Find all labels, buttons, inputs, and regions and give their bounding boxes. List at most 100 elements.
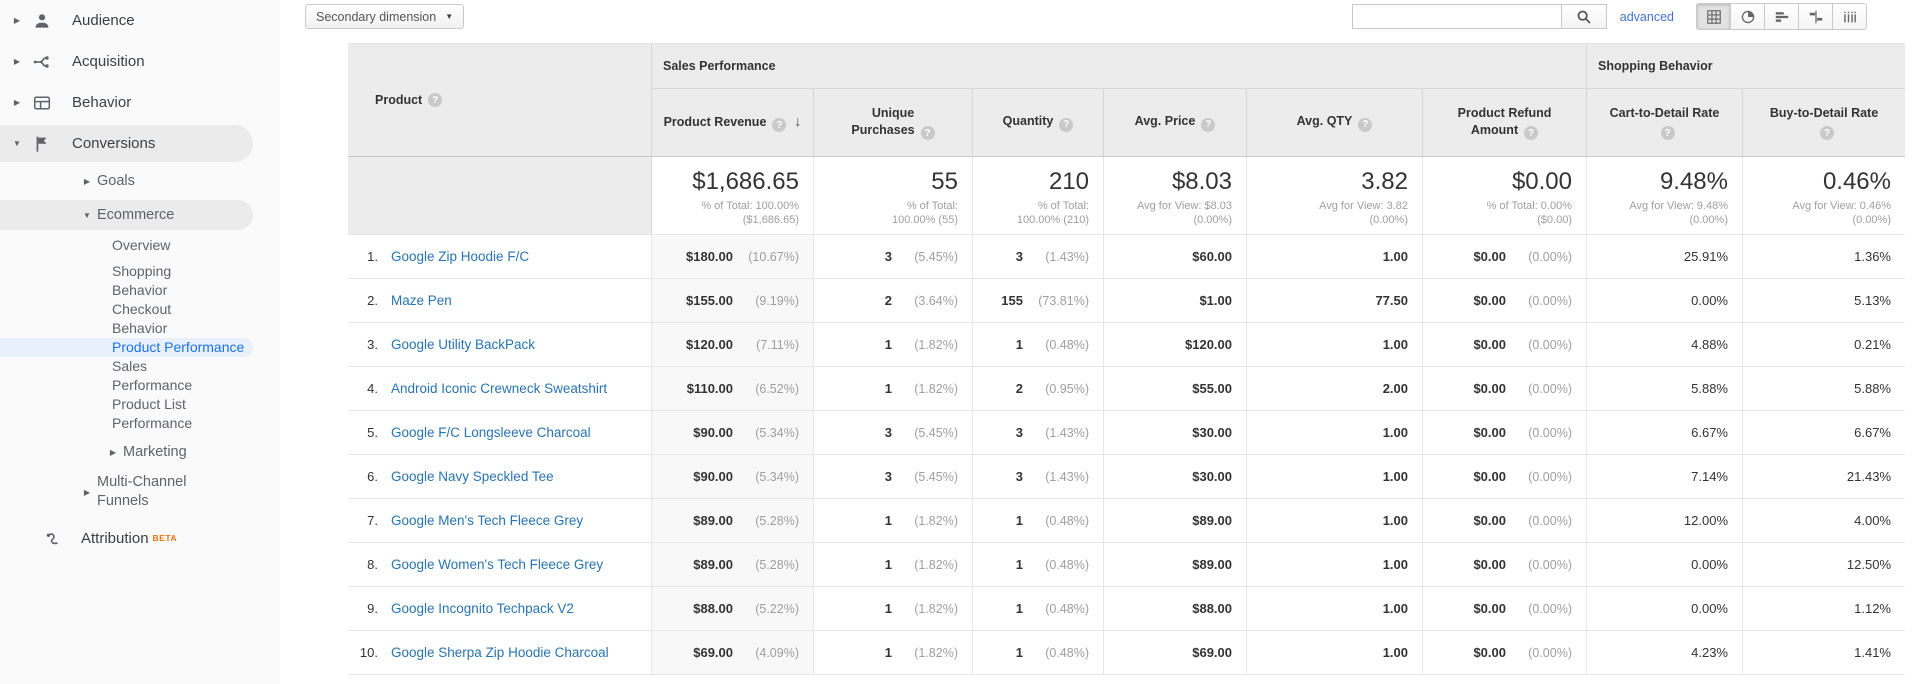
product-link[interactable]: Google Navy Speckled Tee xyxy=(391,469,554,484)
totals-quantity: 210 % of Total: 100.00% (210) xyxy=(973,157,1104,234)
product-link[interactable]: Google Women's Tech Fleece Grey xyxy=(391,557,604,572)
table-row: 6. Google Navy Speckled Tee $90.00 (5.34%)… xyxy=(348,455,1905,499)
sidebar-item-goals[interactable]: ▶ Goals xyxy=(0,164,280,198)
help-icon[interactable]: ? xyxy=(1524,126,1539,141)
product-link[interactable]: Android Iconic Crewneck Sweatshirt xyxy=(391,381,608,396)
chevron-down-icon: ▼ xyxy=(445,12,454,21)
report-nav-sidebar: ▶ Audience ▶ Acquisition ▶ Behavior ▼ Co… xyxy=(0,0,280,684)
view-toggle-group xyxy=(1696,3,1867,30)
totals-refund: $0.00 % of Total: 0.00% ($0.00) xyxy=(1423,157,1587,234)
sidebar-item-overview[interactable]: Overview xyxy=(112,237,171,253)
row-rank: 8. xyxy=(367,557,378,572)
secondary-dimension-label: Secondary dimension xyxy=(316,9,437,24)
expand-down-icon[interactable]: ▼ xyxy=(13,139,21,148)
search-icon xyxy=(1576,9,1592,25)
product-link[interactable]: Google Sherpa Zip Hoodie Charcoal xyxy=(391,645,609,660)
help-icon[interactable]: ? xyxy=(1660,126,1675,141)
advanced-filter-link[interactable]: advanced xyxy=(1619,9,1674,24)
table-view-button[interactable] xyxy=(1696,3,1731,30)
sidebar-item-behavior[interactable]: ▶ Behavior xyxy=(0,82,280,123)
sort-descending-icon: ↓ xyxy=(794,112,802,129)
column-header-product[interactable]: Product ? xyxy=(348,44,652,156)
sidebar-item-audience[interactable]: ▶ Audience xyxy=(0,0,280,41)
group-header-sales-performance: Sales Performance xyxy=(652,44,1587,89)
product-link[interactable]: Google F/C Longsleeve Charcoal xyxy=(391,425,591,440)
sidebar-item-shopping-behavior[interactable]: Shopping Behavior xyxy=(112,263,172,298)
product-link[interactable]: Google Men's Tech Fleece Grey xyxy=(391,513,584,528)
audience-person-icon xyxy=(32,11,52,31)
column-header-buy-to-detail-rate[interactable]: Buy-to-Detail Rate? xyxy=(1769,105,1879,141)
expand-right-icon[interactable]: ▶ xyxy=(83,176,91,186)
row-rank: 2. xyxy=(367,293,378,308)
sidebar-item-product-performance[interactable]: Product Performance xyxy=(0,338,253,357)
comparison-view-button[interactable] xyxy=(1798,3,1833,30)
table-row: 7. Google Men's Tech Fleece Grey $89.00 (5… xyxy=(348,499,1905,543)
row-rank: 10. xyxy=(359,645,378,660)
totals-cart-rate: 9.48% Avg for View: 9.48% (0.00%) xyxy=(1587,157,1743,234)
help-icon[interactable]: ? xyxy=(1820,126,1834,141)
sidebar-item-label: Goals xyxy=(97,173,135,189)
horizontal-bars-icon xyxy=(1774,9,1790,25)
help-icon[interactable]: ? xyxy=(1358,117,1373,132)
sidebar-item-multi-channel-funnels[interactable]: ▶ Multi-Channel Funnels xyxy=(0,471,280,513)
column-header-product-refund-amount[interactable]: Product Refund Amount? xyxy=(1423,89,1587,156)
search-button[interactable] xyxy=(1560,4,1607,29)
sidebar-item-product-list-performance[interactable]: Product List Performance xyxy=(112,396,193,431)
product-link[interactable]: Google Incognito Techpack V2 xyxy=(391,601,574,616)
column-header-avg-qty[interactable]: Avg. QTY? xyxy=(1247,89,1423,156)
row-rank: 6. xyxy=(367,469,378,484)
acquisition-icon xyxy=(32,52,52,72)
help-icon[interactable]: ? xyxy=(920,126,935,141)
pie-chart-icon xyxy=(1740,9,1756,25)
sidebar-item-label: Acquisition xyxy=(72,53,145,70)
pivot-table-icon xyxy=(1842,9,1858,25)
percentage-view-button[interactable] xyxy=(1730,3,1765,30)
sidebar-item-marketing[interactable]: ▶ Marketing xyxy=(0,439,280,465)
totals-avg-price: $8.03 Avg for View: $8.03 (0.00%) xyxy=(1104,157,1247,234)
sidebar-item-label: Conversions xyxy=(72,135,156,152)
secondary-dimension-button[interactable]: Secondary dimension ▼ xyxy=(305,4,465,29)
sidebar-item-ecommerce[interactable]: ▼ Ecommerce xyxy=(0,200,253,230)
column-header-cart-to-detail-rate[interactable]: Cart-to-Detail Rate? xyxy=(1587,89,1743,156)
table-row: 10. Google Sherpa Zip Hoodie Charcoal $69… xyxy=(348,631,1905,675)
expand-right-icon[interactable]: ▶ xyxy=(109,447,117,457)
performance-view-button[interactable] xyxy=(1764,3,1799,30)
column-header-unique-purchases[interactable]: Unique Purchases? xyxy=(814,89,973,156)
table-header: Product ? Sales Performance Shopping Beh… xyxy=(348,43,1905,157)
expand-right-icon[interactable]: ▶ xyxy=(13,98,21,107)
table-totals-row: $1,686.65 % of Total: 100.00% ($1,686.65)… xyxy=(348,157,1905,235)
beta-badge: BETA xyxy=(152,533,178,543)
sidebar-item-attribution[interactable]: Attribution BETA xyxy=(0,517,280,559)
table-search-input[interactable] xyxy=(1351,4,1562,29)
comparison-bars-icon xyxy=(1808,9,1824,25)
column-header-avg-price[interactable]: Avg. Price? xyxy=(1104,89,1247,156)
row-rank: 1. xyxy=(367,249,378,264)
expand-right-icon[interactable]: ▶ xyxy=(13,16,21,25)
sidebar-item-conversions[interactable]: ▼ Conversions xyxy=(0,125,253,162)
table-view-icon xyxy=(1706,9,1722,25)
row-rank: 3. xyxy=(367,337,378,352)
table-row: 2. Maze Pen $155.00 (9.19%) 2 (3.64%) 155 (7… xyxy=(348,279,1905,323)
sidebar-item-label: Behavior xyxy=(72,94,132,111)
help-icon[interactable]: ? xyxy=(1201,117,1216,132)
row-rank: 7. xyxy=(367,513,378,528)
help-icon[interactable]: ? xyxy=(1059,117,1074,132)
column-header-quantity[interactable]: Quantity? xyxy=(973,89,1104,156)
help-icon[interactable]: ? xyxy=(772,118,787,133)
group-header-shopping-behavior: Shopping Behavior xyxy=(1587,44,1905,89)
product-link[interactable]: Google Utility BackPack xyxy=(391,337,536,352)
sidebar-item-checkout-behavior[interactable]: Checkout Behavior xyxy=(112,301,172,336)
sidebar-item-acquisition[interactable]: ▶ Acquisition xyxy=(0,41,280,82)
totals-revenue: $1,686.65 % of Total: 100.00% ($1,686.65) xyxy=(652,157,814,234)
product-link[interactable]: Google Zip Hoodie F/C xyxy=(391,249,530,264)
product-link[interactable]: Maze Pen xyxy=(391,293,452,308)
expand-right-icon[interactable]: ▶ xyxy=(13,57,21,66)
table-row: 8. Google Women's Tech Fleece Grey $89.00… xyxy=(348,543,1905,587)
column-header-product-revenue[interactable]: Product Revenue? ↓ xyxy=(652,89,814,156)
expand-down-icon[interactable]: ▼ xyxy=(83,210,91,220)
pivot-view-button[interactable] xyxy=(1832,3,1867,30)
help-icon[interactable]: ? xyxy=(428,93,443,107)
behavior-window-icon xyxy=(32,93,52,113)
expand-right-icon[interactable]: ▶ xyxy=(83,487,91,497)
sidebar-item-sales-performance[interactable]: Sales Performance xyxy=(112,358,193,393)
